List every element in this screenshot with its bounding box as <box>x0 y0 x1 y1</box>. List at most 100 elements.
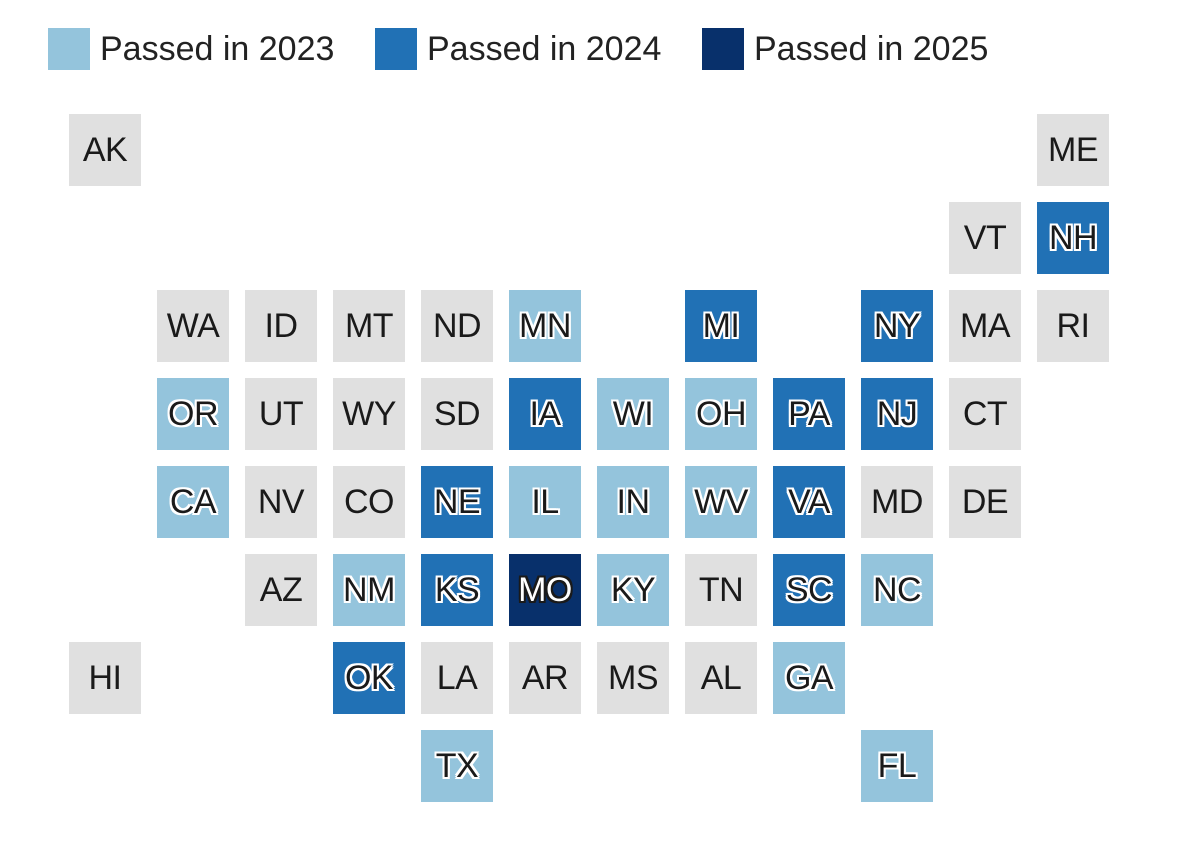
state-tile-az: AZ <box>245 554 317 626</box>
state-tile-mt: MT <box>333 290 405 362</box>
state-label: NM <box>343 571 395 609</box>
state-tile-al: AL <box>685 642 757 714</box>
state-label: SC <box>785 571 833 609</box>
legend-item-2024: Passed in 2024 <box>375 28 661 70</box>
state-tile-la: LA <box>421 642 493 714</box>
state-tile-nv: NV <box>245 466 317 538</box>
state-tile-ky: KY <box>597 554 669 626</box>
state-tile-ks: KS <box>421 554 493 626</box>
state-label: KY <box>610 571 656 609</box>
state-label: NE <box>433 483 481 521</box>
state-tile-ia: IA <box>509 378 581 450</box>
state-label: CO <box>344 483 395 521</box>
state-tile-sd: SD <box>421 378 493 450</box>
state-tile-ct: CT <box>949 378 1021 450</box>
state-tile-or: OR <box>157 378 229 450</box>
state-label: FL <box>877 747 917 785</box>
state-label: SD <box>433 395 481 433</box>
state-tile-ut: UT <box>245 378 317 450</box>
state-tile-ny: NY <box>861 290 933 362</box>
state-tile-ri: RI <box>1037 290 1109 362</box>
state-tile-mi: MI <box>685 290 757 362</box>
state-label: NJ <box>876 395 918 433</box>
state-label: NH <box>1048 219 1098 257</box>
state-label: IN <box>616 483 651 521</box>
state-tile-ma: MA <box>949 290 1021 362</box>
state-tile-hi: HI <box>69 642 141 714</box>
state-label: IA <box>529 395 561 433</box>
state-label: MO <box>518 571 572 609</box>
state-tile-nm: NM <box>333 554 405 626</box>
state-label: LA <box>436 659 478 697</box>
state-label: ND <box>432 307 482 345</box>
state-tile-mn: MN <box>509 290 581 362</box>
state-tile-ak: AK <box>69 114 141 186</box>
state-label: WI <box>612 395 654 433</box>
state-label: ID <box>264 307 299 345</box>
legend-swatch-2025 <box>702 28 744 70</box>
state-tile-tn: TN <box>685 554 757 626</box>
legend-swatch-2023 <box>48 28 90 70</box>
state-label: AR <box>521 659 569 697</box>
state-label: AL <box>700 659 742 697</box>
state-tile-nd: ND <box>421 290 493 362</box>
legend-label-2025: Passed in 2025 <box>754 30 989 68</box>
state-label: OK <box>344 659 394 697</box>
state-tile-ar: AR <box>509 642 581 714</box>
state-label: AK <box>82 131 128 169</box>
state-label: CA <box>169 483 217 521</box>
state-tile-co: CO <box>333 466 405 538</box>
state-label: UT <box>258 395 304 433</box>
state-tile-nc: NC <box>861 554 933 626</box>
state-tile-pa: PA <box>773 378 845 450</box>
state-label: MS <box>608 659 659 697</box>
state-tile-in: IN <box>597 466 669 538</box>
state-tile-wy: WY <box>333 378 405 450</box>
state-label: PA <box>788 395 830 433</box>
state-label: MD <box>871 483 923 521</box>
state-tile-il: IL <box>509 466 581 538</box>
state-label: WY <box>342 395 396 433</box>
state-label: NV <box>257 483 305 521</box>
state-label: MN <box>519 307 571 345</box>
state-label: NC <box>872 571 922 609</box>
legend-label-2023: Passed in 2023 <box>100 30 335 68</box>
state-label: TX <box>435 747 479 785</box>
state-label: WV <box>694 483 748 521</box>
state-tile-nj: NJ <box>861 378 933 450</box>
state-tile-ok: OK <box>333 642 405 714</box>
state-label: OH <box>696 395 747 433</box>
legend-item-2023: Passed in 2023 <box>48 28 334 70</box>
state-tile-md: MD <box>861 466 933 538</box>
state-tile-wi: WI <box>597 378 669 450</box>
state-label: VA <box>788 483 830 521</box>
state-label: DE <box>961 483 1009 521</box>
state-tile-de: DE <box>949 466 1021 538</box>
state-label: VT <box>963 219 1007 257</box>
state-label: TN <box>698 571 744 609</box>
legend-label-2024: Passed in 2024 <box>427 30 662 68</box>
state-tile-nh: NH <box>1037 202 1109 274</box>
state-tile-ca: CA <box>157 466 229 538</box>
state-tile-ga: GA <box>773 642 845 714</box>
state-tile-wa: WA <box>157 290 229 362</box>
state-label: HI <box>88 659 123 697</box>
state-label: MA <box>960 307 1011 345</box>
state-label: KS <box>434 571 480 609</box>
state-tile-va: VA <box>773 466 845 538</box>
state-tile-sc: SC <box>773 554 845 626</box>
state-label: MT <box>344 307 394 345</box>
state-tile-id: ID <box>245 290 317 362</box>
state-tile-mo: MO <box>509 554 581 626</box>
state-tile-fl: FL <box>861 730 933 802</box>
legend-item-2025: Passed in 2025 <box>702 28 988 70</box>
state-label: CT <box>962 395 1008 433</box>
state-label: WA <box>166 307 220 345</box>
state-label: ME <box>1048 131 1099 169</box>
state-label: IL <box>531 483 559 521</box>
state-tile-wv: WV <box>685 466 757 538</box>
legend-swatch-2024 <box>375 28 417 70</box>
state-label: GA <box>784 659 834 697</box>
state-tile-vt: VT <box>949 202 1021 274</box>
state-tile-me: ME <box>1037 114 1109 186</box>
